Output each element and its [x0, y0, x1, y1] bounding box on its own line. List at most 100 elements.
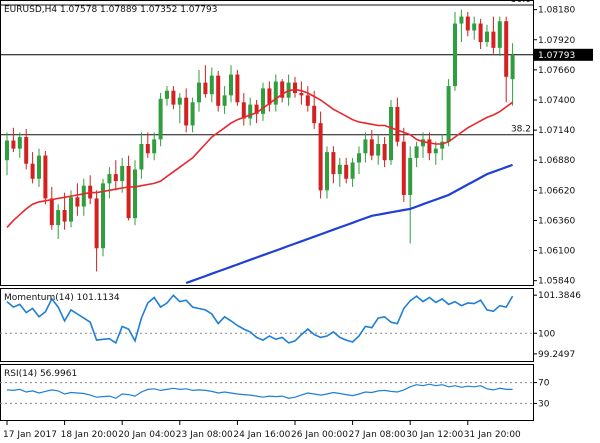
price-tick-label: 1.08180: [538, 6, 575, 16]
candle-body: [280, 81, 285, 98]
candle-body: [504, 21, 509, 77]
momentum-tick-label: 100: [538, 329, 555, 339]
candle-body: [133, 169, 137, 219]
candle-body: [312, 105, 317, 124]
candle-body: [401, 141, 406, 195]
candle-body: [113, 174, 118, 182]
candle-body: [30, 163, 35, 179]
candle-body: [69, 197, 73, 222]
momentum-title: Momentum(14) 101.1134: [4, 293, 120, 303]
candle-body: [254, 104, 259, 114]
candle-body: [241, 102, 246, 119]
candle-body: [190, 102, 195, 126]
price-tick-label: 1.06880: [538, 156, 575, 166]
candle-body: [318, 123, 323, 191]
candle-body: [203, 82, 208, 95]
candle-body: [491, 31, 496, 48]
time-tick-label: 18 Jan 20:00: [61, 430, 118, 440]
candle-body: [62, 210, 67, 222]
candle-body: [101, 183, 105, 249]
rsi-tick-label: 70: [538, 379, 550, 389]
price-layer: 50.0 38.2 1.08180 1.07920 1.07660 1.07400 1.07…: [0, 0, 593, 287]
price-tick-label: 1.07660: [538, 66, 575, 76]
candle-body: [56, 210, 61, 226]
candle-body: [446, 86, 451, 142]
rsi-line: [6, 383, 513, 399]
sma-slow-line: [185, 163, 513, 285]
candle-body: [126, 166, 131, 219]
candle-body: [37, 155, 41, 179]
candle-body: [273, 81, 278, 105]
candle-body: [350, 162, 355, 179]
time-tick-label: 31 Jan 20:00: [464, 430, 521, 440]
axis-layer: 17 Jan 2017 18 Jan 20:00 20 Jan 04:00 23 Ja…: [3, 421, 521, 440]
candle-body: [293, 82, 297, 94]
price-tick-label: 1.07400: [538, 96, 575, 106]
price-tick-label: 1.06100: [538, 247, 575, 257]
candle-body: [216, 75, 221, 106]
time-tick-label: 24 Jan 16:00: [233, 430, 290, 440]
current-price-label: 1.07793: [538, 51, 575, 61]
candle-body: [357, 153, 361, 163]
candle-body: [305, 95, 310, 106]
candle-body: [389, 106, 393, 161]
candle-body: [510, 54, 515, 80]
fib-level-label: 50.0: [511, 0, 531, 5]
price-tick-label: 1.05840: [538, 277, 575, 287]
candle-body: [369, 139, 374, 156]
candle-body: [497, 21, 502, 48]
candle-body: [421, 139, 425, 147]
momentum-tick-label: 99.2497: [538, 350, 575, 360]
current-price-tag: [533, 48, 593, 61]
candle-body: [267, 88, 272, 105]
candle-body: [453, 23, 457, 87]
candle-body: [299, 93, 304, 96]
candle-body: [485, 31, 489, 43]
momentum-tick-label: 101.3846: [538, 291, 581, 301]
rsi-tick-label: 30: [538, 399, 550, 409]
candle-body: [408, 157, 413, 195]
candle-body: [337, 164, 342, 175]
candle-body: [120, 166, 125, 182]
price-tick-label: 1.07140: [538, 126, 575, 136]
candle-body: [165, 90, 169, 99]
candle-body: [248, 104, 253, 119]
candle-body: [261, 88, 265, 114]
candle-body: [440, 141, 445, 149]
candle-body: [197, 82, 201, 103]
candle-body: [177, 97, 182, 105]
candle-body: [171, 90, 176, 105]
candle-body: [158, 98, 163, 140]
rsi-layer: 70 30: [0, 379, 550, 409]
time-tick-label: 17 Jan 2017: [3, 430, 57, 440]
candle-body: [152, 139, 157, 154]
candle-body: [139, 144, 144, 170]
candle-body: [331, 152, 336, 175]
candle-body: [478, 23, 483, 43]
candle-body: [184, 97, 189, 126]
candle-body: [433, 148, 438, 154]
momentum-layer: 101.3846 100 99.2497: [0, 291, 581, 360]
candle-body: [376, 144, 381, 156]
candle-body: [49, 198, 54, 226]
candle-body: [344, 164, 349, 179]
candle-body: [427, 139, 432, 154]
candle-body: [81, 185, 86, 207]
candle-body: [414, 146, 419, 158]
sma-fast-line: [6, 88, 514, 228]
rsi-title: RSI(14) 56.9961: [4, 369, 77, 379]
candle-body: [107, 174, 112, 184]
price-title: EURUSD,H4 1.07578 1.07889 1.07352 1.0779…: [4, 5, 217, 15]
time-tick-label: 23 Jan 08:00: [176, 430, 233, 440]
candle-body: [465, 16, 470, 31]
candle-body: [75, 197, 80, 207]
fib-level-label: 38.2: [511, 125, 531, 135]
price-tick-label: 1.06620: [538, 186, 575, 196]
candle-body: [17, 137, 22, 149]
time-tick-label: 20 Jan 04:00: [118, 430, 175, 440]
time-tick-label: 27 Jan 08:00: [349, 430, 406, 440]
candle-body: [459, 16, 464, 24]
candle-body: [5, 140, 9, 161]
candle-body: [145, 144, 150, 154]
